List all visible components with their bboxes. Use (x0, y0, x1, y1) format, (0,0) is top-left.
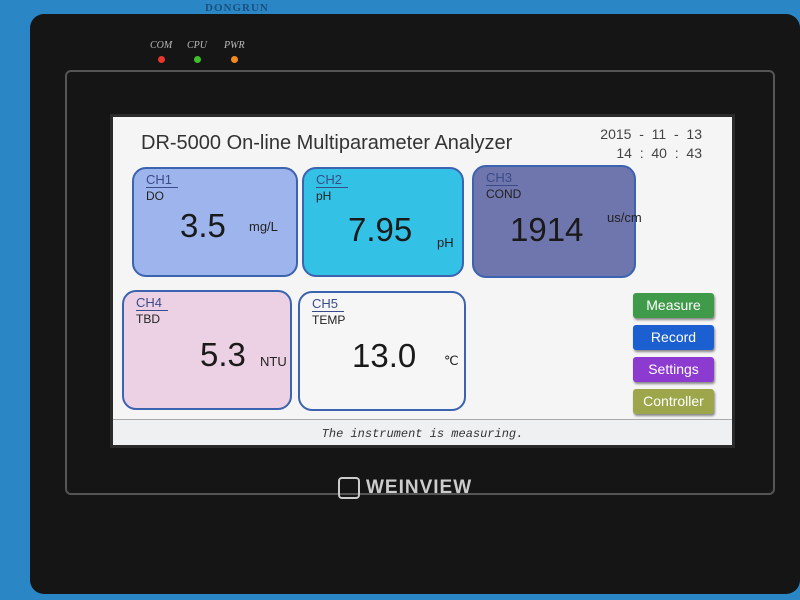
channel-value: 7.95 (348, 211, 413, 248)
led-label-cpu: CPU (187, 40, 207, 51)
channel-unit: NTU (260, 354, 287, 369)
brand-logo: DONGRUN (205, 2, 269, 14)
bezel-frame (65, 70, 775, 495)
led-label-com: COM (150, 40, 173, 51)
time: 14 : 40 : 43 (616, 145, 702, 161)
led-label-pwr: PWR (224, 40, 245, 51)
channel-unit: pH (437, 235, 454, 250)
channel-unit: mg/L (249, 219, 278, 234)
channel-label: CH4 (136, 296, 169, 311)
parameter-label: DO (146, 189, 164, 203)
record-button[interactable]: Record (633, 325, 714, 350)
channel-card-ch5[interactable]: CH5 TEMP 13.0 ℃ (298, 291, 466, 411)
datetime: 2015 - 11 - 13 14 : 40 : 43 (600, 125, 702, 163)
channel-card-ch3[interactable]: CH3 COND 1914 us/cm (472, 165, 642, 278)
channel-card-ch2[interactable]: CH2 pH 7.95 pH (302, 167, 464, 277)
channel-card-ch1[interactable]: CH1 DO 3.5 mg/L (132, 167, 298, 277)
channel-unit: us/cm (607, 210, 642, 225)
channel-value: 13.0 (352, 337, 417, 374)
parameter-label: TBD (136, 312, 160, 326)
weinview-logo: WEINVIEW (338, 477, 472, 499)
weinview-hand-icon (338, 477, 360, 499)
measure-button[interactable]: Measure (633, 293, 714, 318)
channel-value: 5.3 (200, 336, 246, 373)
controller-button[interactable]: Controller (633, 389, 714, 414)
parameter-label: TEMP (312, 313, 346, 327)
channel-label: CH3 (486, 171, 519, 186)
parameter-label: pH (316, 189, 332, 203)
date: 2015 - 11 - 13 (600, 126, 702, 142)
channel-unit: ℃ (444, 353, 459, 368)
channel-value: 3.5 (180, 207, 226, 244)
logo-text: WEINVIEW (366, 477, 473, 499)
cpu-led (194, 56, 201, 63)
channel-card-ch4[interactable]: CH4 TBD 5.3 NTU (122, 290, 292, 410)
com-led (158, 56, 165, 63)
settings-button[interactable]: Settings (633, 357, 714, 382)
parameter-label: COND (486, 187, 522, 201)
page-title: DR-5000 On-line Multiparameter Analyzer (141, 132, 513, 154)
channel-label: CH2 (316, 173, 349, 188)
pwr-led (231, 56, 238, 63)
hmi-screen: DR-5000 On-line Multiparameter Analyzer … (110, 114, 735, 448)
channel-label: CH5 (312, 297, 345, 312)
channel-label: CH1 (146, 173, 179, 188)
channel-value: 1914 (510, 211, 584, 248)
status-bar: The instrument is measuring. (113, 419, 732, 445)
